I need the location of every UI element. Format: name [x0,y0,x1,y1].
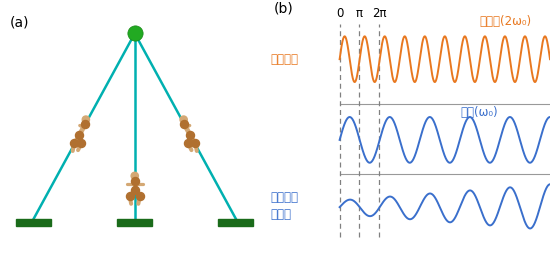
Text: 2π: 2π [372,7,386,20]
Text: 信号(ω₀): 信号(ω₀) [460,106,498,119]
Text: ブランコ
の振動: ブランコ の振動 [271,191,299,221]
Bar [218,219,253,226]
Text: ポンプ(2ω₀): ポンプ(2ω₀) [480,15,532,28]
Text: (a): (a) [10,15,29,29]
Circle shape [180,116,187,123]
Circle shape [82,116,90,123]
Bar [16,219,51,226]
Circle shape [131,172,139,179]
Bar [118,219,152,226]
Text: 人の重心: 人の重心 [271,53,299,66]
Text: 0: 0 [336,7,343,20]
Text: (b): (b) [274,1,294,15]
Text: π: π [356,7,363,20]
